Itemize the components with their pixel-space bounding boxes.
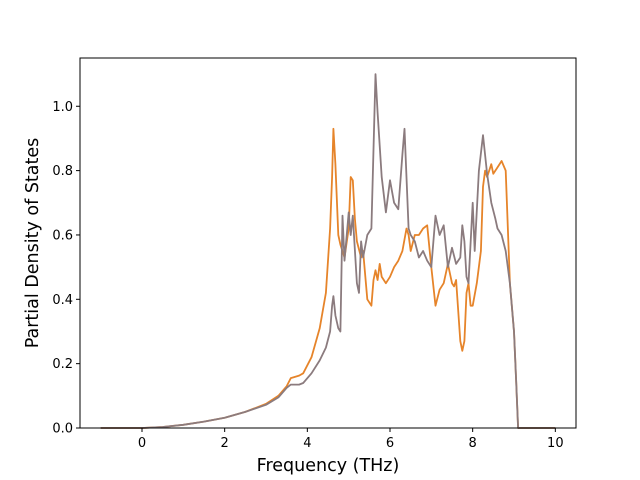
y-tick-label: 0.4 [52,293,73,308]
x-tick-label: 2 [221,436,229,451]
series-layer [100,73,556,429]
x-tick-label: 10 [547,436,564,451]
x-tick-label: 0 [138,436,146,451]
plot-frame [79,57,577,429]
y-axis-ticks: 0.0 0.2 0.4 0.6 0.8 1.0 [52,100,80,437]
y-tick-label: 1.0 [52,100,73,115]
x-axis-ticks: 0 2 4 6 8 10 [138,428,564,451]
x-tick-label: 8 [469,436,477,451]
x-axis-title: Frequency (THz) [257,456,400,476]
plot-area [79,57,577,429]
series-line-1 [100,127,556,429]
x-tick-label: 6 [386,436,394,451]
y-tick-label: 0.8 [52,164,73,179]
y-tick-label: 0.6 [52,228,73,243]
y-tick-label: 0.0 [52,422,73,437]
x-tick-label: 4 [303,436,311,451]
y-tick-label: 0.2 [52,357,73,372]
y-axis-title: Partial Density of States [23,138,43,349]
series-line-2 [100,73,556,429]
